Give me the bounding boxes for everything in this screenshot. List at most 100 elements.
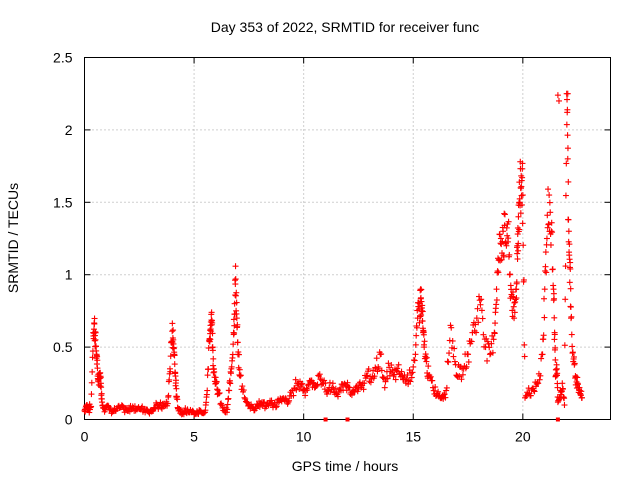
data-point — [571, 360, 578, 367]
data-point — [494, 268, 501, 275]
data-point — [493, 286, 500, 293]
data-point — [427, 373, 434, 380]
data-point — [261, 399, 268, 406]
data-point — [564, 106, 571, 113]
data-point — [570, 353, 577, 360]
data-point — [230, 341, 237, 348]
x-tick-label: 10 — [296, 429, 312, 445]
data-point — [514, 250, 521, 257]
data-point — [578, 388, 585, 395]
data-point — [514, 255, 521, 262]
data-point — [554, 384, 561, 391]
data-point — [236, 366, 243, 373]
data-point — [564, 155, 571, 162]
data-point — [566, 241, 573, 248]
data-point — [419, 307, 426, 314]
x-tick-label: 20 — [515, 429, 531, 445]
data-point — [569, 349, 576, 356]
data-point — [272, 404, 279, 411]
x-tick-label: 15 — [405, 429, 421, 445]
data-point — [441, 391, 448, 398]
data-point — [413, 324, 420, 331]
data-point — [233, 315, 240, 322]
data-point — [547, 241, 554, 248]
data-point — [566, 279, 573, 286]
data-point — [285, 399, 292, 406]
y-tick-label: 1.5 — [53, 194, 73, 210]
data-point — [539, 351, 546, 358]
data-point — [531, 388, 538, 395]
data-point — [419, 308, 426, 315]
y-tick-label: 2 — [65, 122, 73, 138]
data-point — [435, 388, 442, 395]
data-point — [365, 366, 372, 373]
data-point — [548, 228, 555, 235]
data-point — [463, 363, 470, 370]
data-point — [545, 186, 552, 193]
data-point — [451, 358, 458, 365]
data-point — [293, 386, 300, 393]
data-point — [505, 235, 512, 242]
data-point — [506, 251, 513, 258]
data-point — [500, 253, 507, 260]
data-point — [411, 357, 418, 364]
data-point — [456, 373, 463, 380]
data-point — [493, 297, 500, 304]
data-point — [554, 92, 561, 99]
data-point — [505, 218, 512, 225]
data-point — [449, 337, 456, 344]
data-point — [489, 349, 496, 356]
data-point — [473, 329, 480, 336]
data-point — [89, 368, 96, 375]
data-point — [92, 336, 99, 343]
data-point — [290, 392, 297, 399]
data-point — [367, 379, 374, 386]
data-point — [167, 353, 174, 360]
data-point — [169, 320, 176, 327]
data-point — [551, 331, 558, 338]
data-point — [479, 315, 486, 322]
data-point — [407, 378, 414, 385]
data-point — [552, 344, 559, 351]
data-point — [344, 379, 351, 386]
data-point — [310, 379, 317, 386]
data-point — [210, 355, 217, 362]
data-point — [514, 231, 521, 238]
data-point — [516, 226, 523, 233]
data-point — [579, 394, 586, 401]
data-point — [569, 343, 576, 350]
data-point — [430, 387, 437, 394]
data-point — [530, 387, 537, 394]
data-point — [225, 395, 232, 402]
data-point — [450, 353, 457, 360]
data-point — [567, 303, 574, 310]
data-point — [97, 374, 104, 381]
data-point — [564, 96, 571, 103]
data-point — [304, 387, 311, 394]
data-point — [519, 174, 526, 181]
data-point — [519, 160, 526, 167]
data-point — [91, 320, 98, 327]
data-point — [564, 145, 571, 152]
data-point — [371, 373, 378, 380]
data-point — [562, 263, 569, 270]
data-point — [425, 363, 432, 370]
data-point — [232, 263, 239, 270]
y-axis-label: SRMTID / TECUs — [5, 183, 21, 293]
data-point — [548, 219, 555, 226]
data-point — [542, 263, 549, 270]
data-point — [503, 242, 510, 249]
data-point — [91, 315, 98, 322]
data-point — [412, 341, 419, 348]
data-point — [544, 212, 551, 219]
data-point — [209, 347, 216, 354]
data-point — [382, 378, 389, 385]
data-point — [273, 403, 280, 410]
data-point — [88, 379, 95, 386]
data-point — [209, 330, 216, 337]
data-point — [202, 407, 209, 414]
data-point — [545, 220, 552, 227]
data-point — [561, 342, 568, 349]
data-point — [547, 209, 554, 216]
data-point — [205, 366, 212, 373]
